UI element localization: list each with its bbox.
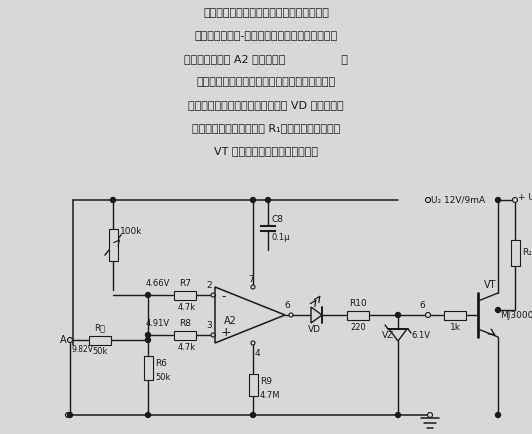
Bar <box>174 331 196 339</box>
Text: 信号并经过频率-电压转换器变换为电压信号后，: 信号并经过频率-电压转换器变换为电压信号后， <box>194 31 338 41</box>
Circle shape <box>495 197 501 203</box>
Text: 4.7k: 4.7k <box>178 342 196 352</box>
Text: -: - <box>221 290 226 303</box>
Text: 2: 2 <box>206 282 212 290</box>
Bar <box>347 310 369 319</box>
Bar <box>89 335 111 345</box>
Text: 当由光电测速器测出某机械装置频率或转速: 当由光电测速器测出某机械装置频率或转速 <box>203 8 329 18</box>
Text: 加至电压比较器 A2 同相输入端                与: 加至电压比较器 A2 同相输入端 与 <box>184 54 348 64</box>
Circle shape <box>145 338 151 342</box>
Text: VT: VT <box>484 280 496 290</box>
Text: 6: 6 <box>419 302 425 310</box>
Text: VT 进行电压和功率放大后输出。: VT 进行电压和功率放大后输出。 <box>214 146 318 156</box>
Bar <box>511 240 520 266</box>
Circle shape <box>251 341 255 345</box>
Circle shape <box>65 412 71 418</box>
Text: 4.91V: 4.91V <box>146 319 170 328</box>
Circle shape <box>251 197 255 203</box>
Bar <box>174 290 196 299</box>
Text: R10: R10 <box>349 299 367 308</box>
Circle shape <box>145 332 151 338</box>
Circle shape <box>68 338 72 342</box>
Circle shape <box>495 412 501 418</box>
Text: R8: R8 <box>179 319 191 328</box>
Text: A: A <box>60 335 67 345</box>
Text: 6: 6 <box>284 300 290 309</box>
Text: R⸪: R⸪ <box>95 323 105 332</box>
Circle shape <box>211 293 215 297</box>
Text: 4: 4 <box>255 349 261 358</box>
Text: MJ3000: MJ3000 <box>500 310 532 319</box>
Circle shape <box>145 293 151 297</box>
Bar <box>444 310 466 319</box>
Circle shape <box>395 312 401 318</box>
Circle shape <box>145 412 151 418</box>
Circle shape <box>211 333 215 337</box>
Text: 6.1V: 6.1V <box>411 331 430 339</box>
Circle shape <box>251 285 255 289</box>
Bar <box>109 229 118 261</box>
Text: 9.82V: 9.82V <box>72 345 94 355</box>
Text: R₁: R₁ <box>522 248 532 257</box>
Circle shape <box>495 308 501 312</box>
Circle shape <box>289 313 293 317</box>
Text: 100k: 100k <box>120 227 143 236</box>
Text: R9: R9 <box>260 377 272 385</box>
Text: 反相输入端的基准电压进行比较，当超过规定値: 反相输入端的基准电压进行比较，当超过规定値 <box>196 77 336 87</box>
Circle shape <box>68 412 72 418</box>
Text: 1k: 1k <box>450 323 461 332</box>
Text: A2: A2 <box>223 316 236 326</box>
Text: 50k: 50k <box>93 348 107 356</box>
Text: R7: R7 <box>179 279 191 287</box>
Text: 4.7k: 4.7k <box>178 302 196 312</box>
Text: 220: 220 <box>350 322 366 332</box>
Circle shape <box>512 197 518 203</box>
Text: R6: R6 <box>155 359 167 368</box>
Circle shape <box>395 412 401 418</box>
Text: 0.1μ: 0.1μ <box>272 233 290 241</box>
Text: 4.7M: 4.7M <box>260 391 280 400</box>
Text: + U₂: + U₂ <box>518 194 532 203</box>
Text: 50k: 50k <box>155 372 170 381</box>
Text: +: + <box>221 326 231 339</box>
Circle shape <box>426 312 430 318</box>
Text: C8: C8 <box>272 214 284 224</box>
Bar <box>248 374 257 396</box>
Circle shape <box>428 412 433 418</box>
Text: 要直接带动报警器等负载 R₁，也可由功率晶体管: 要直接带动报警器等负载 R₁，也可由功率晶体管 <box>192 123 340 133</box>
Text: 后输出高电平，使红色发光二极管 VD 发亮，如果: 后输出高电平，使红色发光二极管 VD 发亮，如果 <box>188 100 344 110</box>
Text: VZ: VZ <box>382 331 394 339</box>
Text: U₂ 12V/9mA: U₂ 12V/9mA <box>431 195 485 204</box>
Text: 3: 3 <box>206 322 212 331</box>
Text: 4.66V: 4.66V <box>146 279 170 287</box>
Text: 7: 7 <box>248 274 254 283</box>
Circle shape <box>426 197 430 203</box>
Circle shape <box>251 412 255 418</box>
Circle shape <box>265 197 270 203</box>
Text: VD: VD <box>307 325 320 333</box>
Bar <box>144 356 153 380</box>
Circle shape <box>111 197 115 203</box>
